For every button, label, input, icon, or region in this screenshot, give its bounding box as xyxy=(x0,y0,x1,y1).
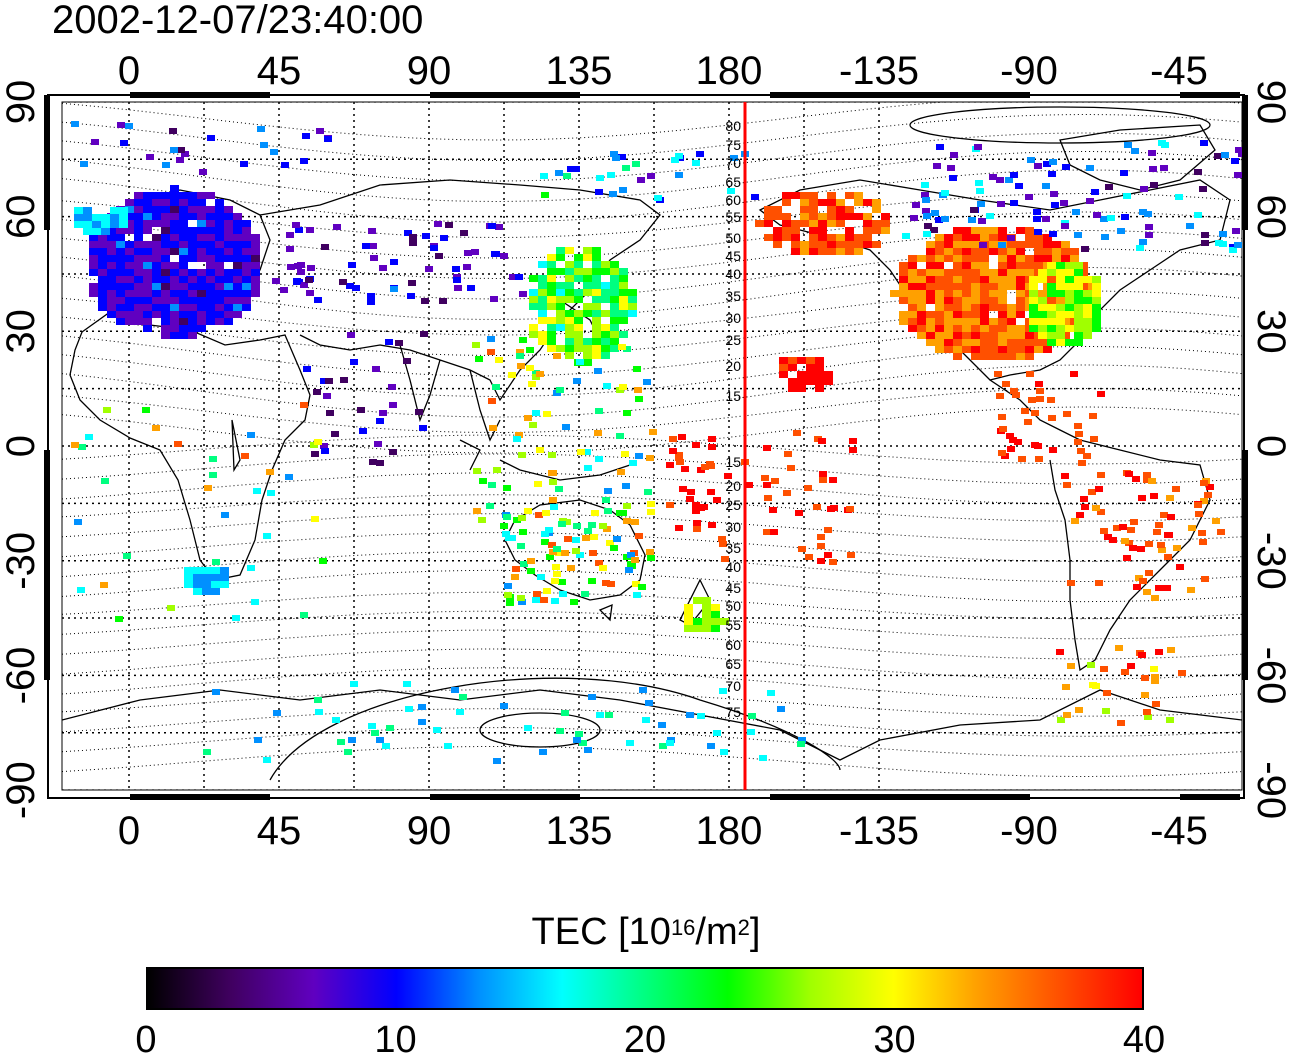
mlat-label: 35 xyxy=(725,288,741,304)
longitude-ticks-top: 0 45 90 135 180 -135 -90 -45 xyxy=(118,49,1208,93)
lat-tick-right: -90 xyxy=(1249,761,1292,819)
longitude-ticks-bottom: 0 45 90 135 180 -135 -90 -45 xyxy=(118,809,1208,853)
mlat-label: 20 xyxy=(725,478,741,494)
axis-bands xyxy=(44,92,1248,800)
lon-tick-bottom: 45 xyxy=(257,809,302,853)
tec-colorbar xyxy=(146,967,1144,1010)
lon-tick-top: 90 xyxy=(407,49,452,93)
lat-tick-right: 30 xyxy=(1249,309,1292,354)
mlat-label: 30 xyxy=(725,519,741,535)
mlat-label: 60 xyxy=(725,637,741,653)
mlat-label: 70 xyxy=(725,155,741,171)
latitude-ticks-right: 90 60 30 0 -30 -60 -90 xyxy=(1249,80,1292,819)
lon-tick-top: -90 xyxy=(1000,49,1058,93)
colorbar-tick-label: 30 xyxy=(873,1019,916,1061)
lat-tick-right: 90 xyxy=(1249,80,1292,125)
lon-tick-bottom: 135 xyxy=(546,809,613,853)
lon-tick-bottom: 180 xyxy=(696,809,763,853)
mlat-label: 75 xyxy=(725,137,741,153)
lat-tick-left: -30 xyxy=(0,532,43,590)
mlat-label: 25 xyxy=(725,332,741,348)
mlat-label: 30 xyxy=(725,310,741,326)
lat-tick-right: -30 xyxy=(1249,532,1292,590)
colorbar-tick-label: 40 xyxy=(1122,1019,1166,1061)
mlat-label: 55 xyxy=(725,617,741,633)
mlat-label: 35 xyxy=(725,540,741,556)
lat-tick-left: 90 xyxy=(0,80,43,125)
lon-tick-bottom: -135 xyxy=(839,809,919,853)
mlat-label: 15 xyxy=(725,454,741,470)
mlat-label: 40 xyxy=(725,266,741,282)
lat-tick-left: 60 xyxy=(0,194,43,239)
lat-tick-left: 0 xyxy=(0,435,43,457)
lon-tick-top: -45 xyxy=(1150,49,1208,93)
lon-tick-bottom: -45 xyxy=(1150,809,1208,853)
mlat-label: 70 xyxy=(725,678,741,694)
lon-tick-top: 180 xyxy=(696,49,763,93)
lon-tick-bottom: -90 xyxy=(1000,809,1058,853)
lon-tick-bottom: 0 xyxy=(118,809,140,853)
mlat-label: 20 xyxy=(725,358,741,374)
mlat-label: 45 xyxy=(725,248,741,264)
lon-tick-top: 0 xyxy=(118,49,140,93)
lat-tick-right: 60 xyxy=(1249,194,1292,239)
mlat-label: 65 xyxy=(725,174,741,190)
mlat-labels: 8075706560555045403530252015152025303540… xyxy=(725,118,741,720)
mlat-label: 50 xyxy=(725,598,741,614)
latitude-ticks-left: 90 60 30 0 -30 -60 -90 xyxy=(0,80,43,819)
lat-tick-right: -60 xyxy=(1249,647,1292,705)
lat-tick-left: 30 xyxy=(0,309,43,354)
tec-map: 8075706560555045403530252015152025303540… xyxy=(0,49,1292,853)
tec-data-cells xyxy=(71,121,1242,764)
mlat-label: 75 xyxy=(725,704,741,720)
mlat-label: 65 xyxy=(725,656,741,672)
lon-tick-top: -135 xyxy=(839,49,919,93)
colorbar-tick-label: 20 xyxy=(623,1019,667,1061)
colorbar-title: TEC [1016/m2] xyxy=(531,911,761,953)
mlat-label: 15 xyxy=(725,388,741,404)
mlat-label: 60 xyxy=(725,192,741,208)
mlat-label: 50 xyxy=(725,230,741,246)
lon-tick-top: 45 xyxy=(257,49,302,93)
lon-tick-bottom: 90 xyxy=(407,809,452,853)
mlat-label: 45 xyxy=(725,580,741,596)
mlat-label: 80 xyxy=(725,118,741,134)
lon-tick-top: 135 xyxy=(546,49,613,93)
colorbar-tick-label: 0 xyxy=(135,1019,157,1061)
mlat-label: 25 xyxy=(725,497,741,513)
colorbar-tick-label: 10 xyxy=(374,1019,417,1061)
mlat-label: 55 xyxy=(725,209,741,225)
timestamp-title: 2002-12-07/23:40:00 xyxy=(52,0,424,42)
mlat-label: 40 xyxy=(725,559,741,575)
lat-tick-left: -60 xyxy=(0,647,43,705)
lat-tick-left: -90 xyxy=(0,761,43,819)
lat-tick-right: 0 xyxy=(1249,435,1292,457)
